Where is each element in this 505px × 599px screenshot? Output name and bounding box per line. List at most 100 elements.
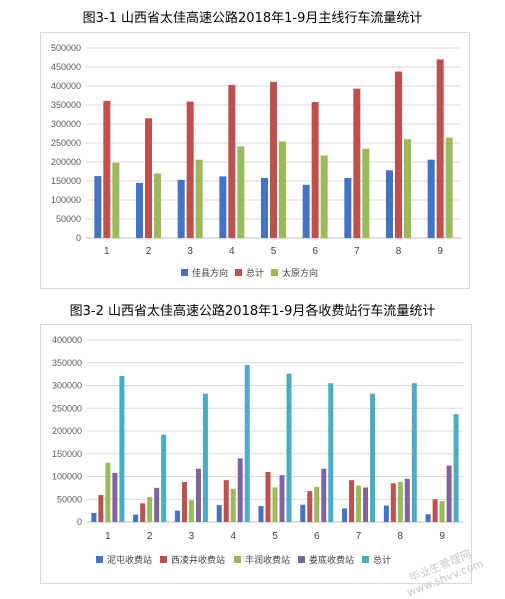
- bar: [279, 475, 285, 522]
- legend-swatch: [235, 269, 242, 276]
- y-tick-label: 150000: [51, 176, 81, 186]
- x-tick-label: 6: [314, 531, 320, 542]
- bar: [356, 485, 362, 522]
- x-tick-label: 3: [189, 531, 195, 542]
- bar: [353, 88, 361, 238]
- bar: [427, 159, 435, 238]
- bar: [445, 137, 453, 238]
- legend-swatch: [160, 556, 167, 563]
- bar: [228, 84, 236, 238]
- bar: [112, 472, 118, 522]
- bar: [270, 81, 277, 238]
- chart2-svg: 0 50000 100000 150000 200000 250000 300000 3500…: [52, 335, 463, 566]
- legend-label: 西凌井收费站: [171, 554, 225, 566]
- legend-swatch: [96, 556, 103, 563]
- bar: [195, 159, 203, 238]
- bar: [397, 481, 403, 522]
- y-tick-label: 0: [77, 517, 82, 527]
- bar: [145, 118, 152, 238]
- bar: [439, 501, 445, 522]
- bar: [154, 487, 160, 522]
- bar: [311, 101, 319, 239]
- bar: [177, 179, 185, 238]
- y-tick-label: 150000: [52, 449, 82, 459]
- x-tick-label: 3: [187, 246, 193, 257]
- x-tick-label: 1: [105, 531, 111, 542]
- bar: [320, 155, 328, 238]
- bar: [237, 146, 245, 238]
- y-tick-label: 400000: [52, 335, 82, 345]
- x-tick-label: 8: [396, 246, 402, 257]
- y-tick-label: 400000: [51, 81, 81, 91]
- chart1-svg: 0500001000001500002000002500003000003500…: [51, 43, 461, 279]
- legend-label: 泥屯收费站: [107, 554, 152, 566]
- legend-label: 丰润收费站: [245, 554, 290, 566]
- legend-label: 佳县方向: [192, 267, 228, 279]
- y-tick-label: 200000: [52, 426, 82, 436]
- y-tick-label: 100000: [52, 472, 82, 482]
- chart2-area: 0 50000 100000 150000 200000 250000 300000 3500…: [40, 324, 472, 584]
- bar: [186, 101, 194, 238]
- bar: [244, 365, 250, 522]
- chart1-title: 图3-1 山西省太佳高速公路2018年1-9月主线行车流量统计: [82, 11, 423, 26]
- x-tick-label: 7: [356, 531, 362, 542]
- bar: [147, 496, 153, 522]
- legend-swatch: [298, 556, 305, 563]
- bar: [363, 487, 369, 522]
- bar: [133, 514, 139, 522]
- bar: [302, 184, 310, 238]
- bar: [349, 480, 355, 522]
- y-tick-label: 200000: [51, 157, 81, 167]
- x-tick-label: 7: [354, 246, 360, 257]
- bar: [286, 373, 292, 522]
- y-tick-label: 500000: [51, 43, 81, 53]
- chart2-title: 图3-2 山西省太佳高速公路2018年1-9月各收费站行车流量统计: [69, 304, 436, 319]
- bar: [307, 491, 313, 522]
- bar: [91, 512, 97, 522]
- x-tick-label: 5: [272, 531, 278, 542]
- x-tick-label: 9: [437, 246, 443, 257]
- x-tick-label: 9: [439, 531, 445, 542]
- x-tick-label: 2: [146, 246, 152, 257]
- bar: [94, 176, 102, 238]
- y-tick-label: 50000: [56, 214, 81, 224]
- bar: [202, 393, 208, 522]
- y-tick-label: 300000: [52, 381, 82, 391]
- bar: [395, 71, 402, 238]
- bar: [411, 383, 417, 522]
- y-tick-label: 300000: [51, 119, 81, 129]
- bar: [119, 375, 125, 522]
- bar: [314, 486, 320, 522]
- legend-label: 太原方向: [282, 267, 318, 279]
- y-tick-label: 250000: [51, 138, 81, 148]
- bar: [386, 170, 393, 238]
- bar: [237, 458, 243, 522]
- chart1-area: 0 50000 100000 150000 200000 250000 300000 3500…: [40, 32, 470, 289]
- bar: [342, 508, 348, 522]
- bar: [425, 514, 431, 522]
- bar: [328, 383, 334, 522]
- bar: [230, 488, 236, 522]
- bar: [370, 393, 376, 522]
- y-tick-label: 50000: [57, 494, 82, 504]
- x-tick-label: 4: [229, 246, 235, 257]
- bar: [154, 173, 161, 238]
- bar: [300, 504, 306, 522]
- bar: [161, 434, 167, 522]
- bar: [103, 100, 111, 238]
- y-tick-label: 100000: [51, 195, 81, 205]
- bar: [265, 471, 271, 522]
- x-tick-label: 6: [312, 246, 318, 257]
- bar: [436, 59, 444, 239]
- x-tick-label: 5: [271, 246, 277, 257]
- legend-swatch: [234, 556, 241, 563]
- bar: [261, 177, 268, 238]
- bar: [216, 505, 222, 522]
- bar: [223, 480, 229, 522]
- y-tick-label: 450000: [51, 62, 81, 72]
- bar: [258, 506, 264, 522]
- y-tick-label: 350000: [51, 100, 81, 110]
- bar: [188, 500, 194, 522]
- x-tick-label: 1: [104, 246, 110, 257]
- bar: [404, 139, 411, 238]
